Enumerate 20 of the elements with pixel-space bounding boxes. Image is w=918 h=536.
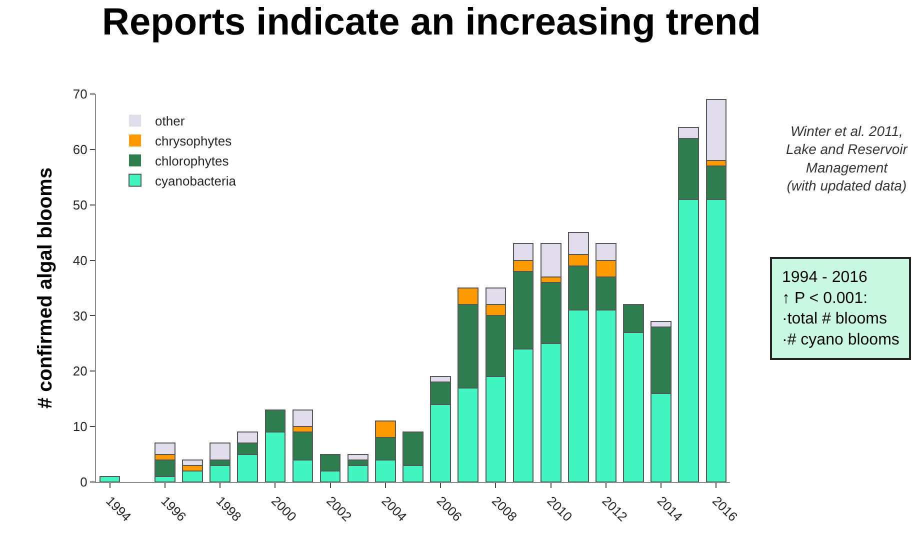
y-axis-title: # confirmed algal blooms	[34, 167, 56, 409]
y-tick-label: 10	[72, 419, 88, 434]
text: Winter et al. 2011, Lake and Reservoir Management (with updated data)	[786, 123, 909, 194]
bar	[182, 470, 203, 482]
legend-label: cyanobacteria	[155, 173, 237, 188]
legend-label: chrysophytes	[155, 134, 232, 149]
chart-title: Reports indicate an increasing trend	[102, 2, 761, 44]
bar	[210, 464, 230, 482]
y-tick-label: 40	[72, 252, 88, 268]
y-tick-label: 0	[80, 474, 88, 490]
y-tick-label: 60	[72, 142, 88, 157]
bar	[347, 464, 368, 482]
text: 1994 - 2016 ↑ P < 0.001: ·total # blooms ·# cyano blooms	[782, 269, 900, 348]
legend-label: chlorophytes	[155, 153, 230, 168]
y-tick-label: 70	[72, 86, 88, 102]
y-tick-label: 20	[72, 364, 88, 379]
legend-label: other	[155, 114, 186, 129]
y-tick-label: 50	[72, 197, 88, 212]
y-tick-label: 30	[72, 308, 88, 324]
bar	[99, 476, 120, 482]
